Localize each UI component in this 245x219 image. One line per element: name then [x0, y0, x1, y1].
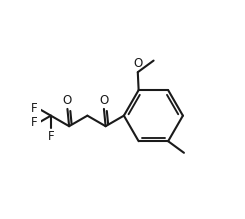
Text: F: F: [31, 116, 37, 129]
Text: F: F: [48, 130, 54, 143]
Text: O: O: [63, 94, 72, 107]
Text: O: O: [133, 57, 142, 70]
Text: O: O: [99, 94, 109, 107]
Text: F: F: [31, 102, 37, 115]
